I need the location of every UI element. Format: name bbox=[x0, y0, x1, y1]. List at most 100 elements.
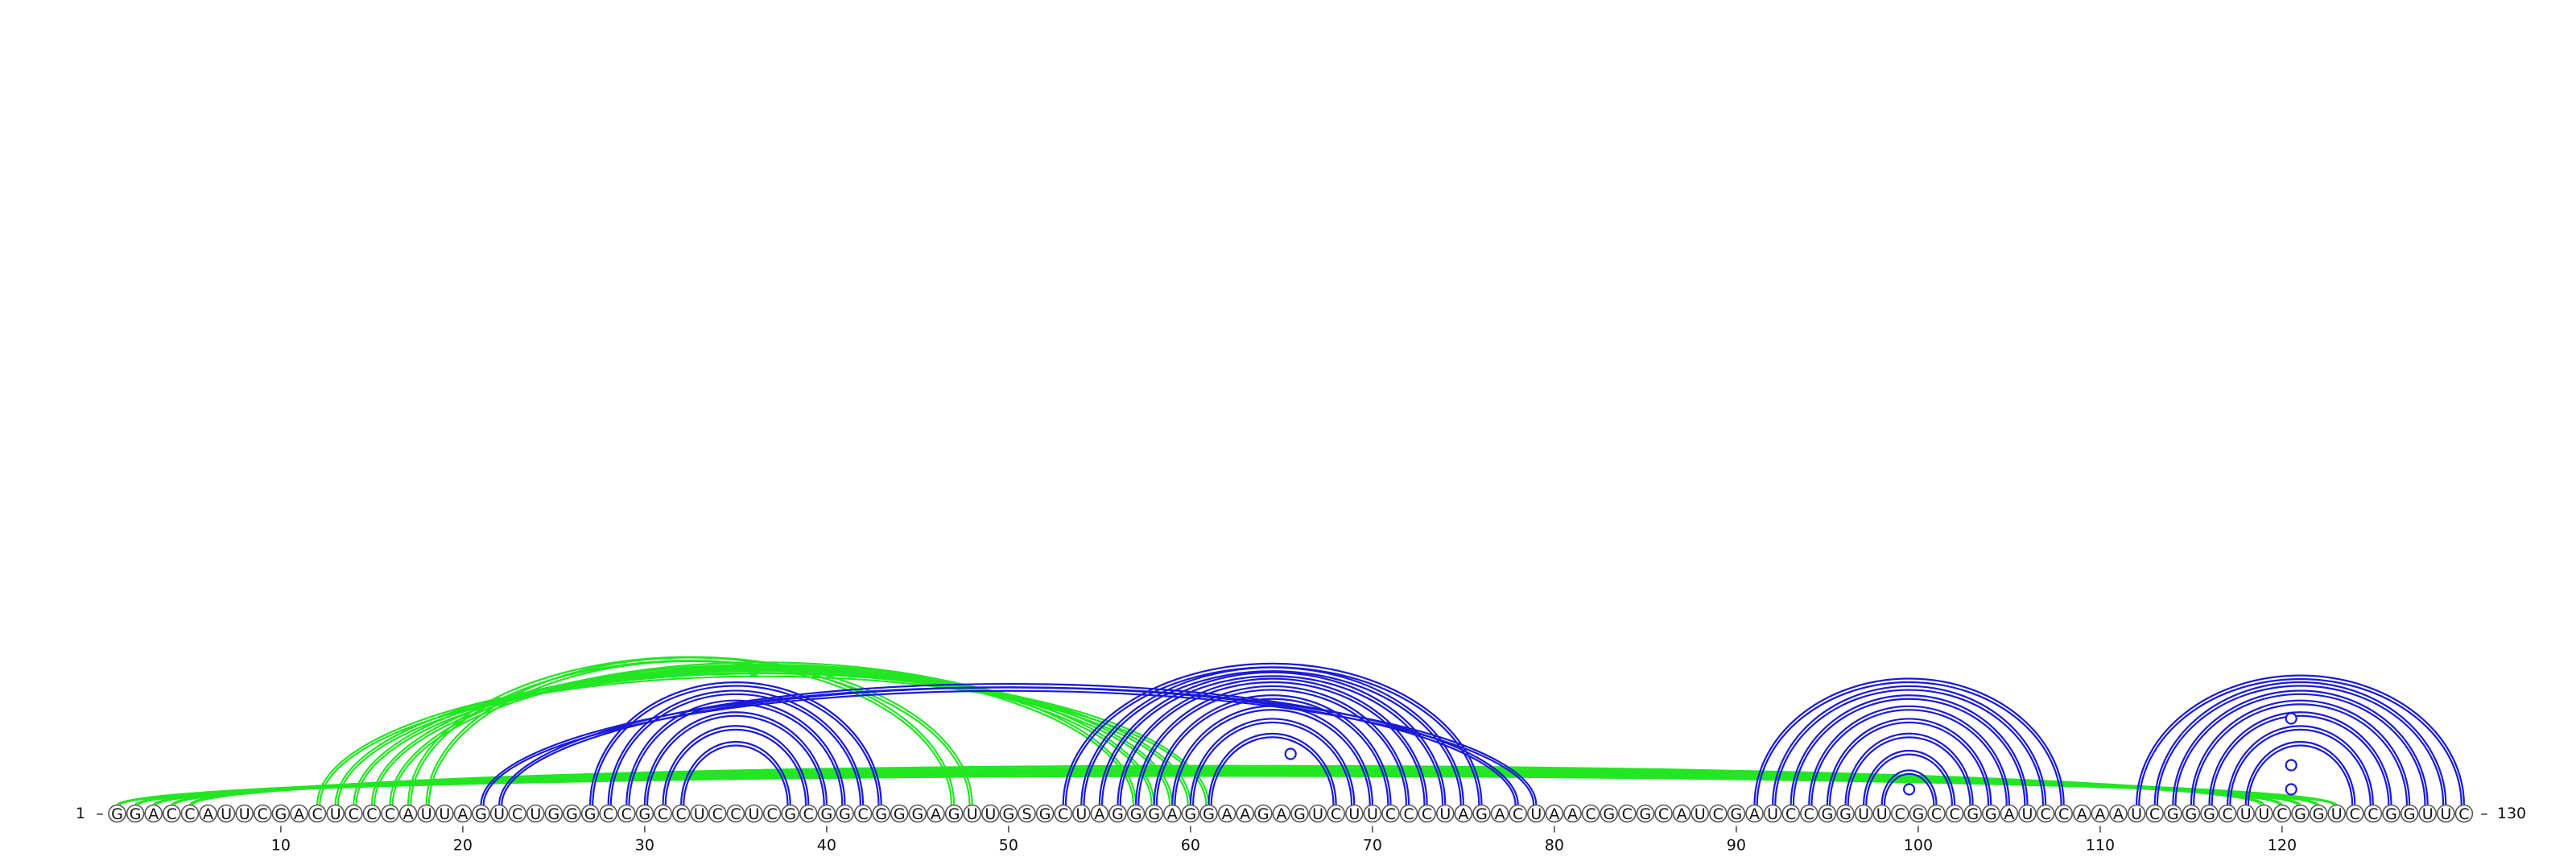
nucleotide-circle bbox=[508, 804, 527, 823]
position-axis: 10 20 30 40 50 60 70 80 90 100 110 120 bbox=[271, 826, 2297, 855]
nucleotide-circle bbox=[1436, 804, 1455, 823]
nucleotide-circle bbox=[1891, 804, 1909, 823]
nucleotide-letter: C bbox=[1385, 805, 1396, 823]
nucleotide-circle bbox=[580, 804, 600, 823]
nucleotide-circle bbox=[762, 804, 782, 823]
nucleotide-letter: C bbox=[512, 805, 522, 823]
nucleotide-letter: C bbox=[2222, 805, 2232, 823]
blue-pair-arc-91-108 bbox=[1753, 677, 2065, 806]
blue-pair-arc-27-43 bbox=[589, 681, 882, 806]
blue-pair-arc-115-127 bbox=[2190, 699, 2411, 806]
green-pair-arc-13-60 bbox=[334, 669, 1191, 806]
nucleotide-letter: A bbox=[1167, 805, 1178, 823]
nucleotide-circle bbox=[2327, 804, 2346, 823]
nucleotide-circle bbox=[1018, 804, 1036, 823]
blue-pair-arc-53-76 bbox=[1062, 662, 1483, 806]
blue-pair-arc-inner-98-101 bbox=[1883, 772, 1935, 806]
nucleotide-circle bbox=[2418, 804, 2437, 823]
nucleotide-letter: U bbox=[2131, 805, 2142, 823]
nucleotide-letter: G bbox=[1985, 805, 1997, 823]
nucleotide-letter: C bbox=[1622, 805, 1633, 823]
nucleotide-circle bbox=[1454, 804, 1473, 823]
nucleotide-circle bbox=[2036, 804, 2055, 823]
nucleotide-letter: G bbox=[1185, 805, 1197, 823]
nucleotide-circle bbox=[2400, 804, 2419, 823]
nucleotide-letter: G bbox=[784, 805, 796, 823]
nucleotide-circle bbox=[2309, 804, 2328, 823]
nucleotide-letter: G bbox=[1203, 805, 1215, 823]
nucleotide-letter: C bbox=[258, 805, 268, 823]
nucleotide-circle bbox=[1363, 804, 1382, 823]
nucleotide-letter: A bbox=[1458, 805, 1468, 823]
nucleotide-circle bbox=[2346, 804, 2364, 823]
nucleotide-letter: G bbox=[1640, 805, 1652, 823]
nucleotide-circle bbox=[1818, 804, 1837, 823]
nucleotide-circle bbox=[1399, 804, 1418, 823]
nucleotide-letter: G bbox=[875, 805, 887, 823]
green-pair-arc-inner-13-60 bbox=[336, 673, 1189, 806]
nucleotide-circle bbox=[180, 804, 200, 823]
nucleotide-circle bbox=[617, 804, 636, 823]
nucleotide-letter: U bbox=[2331, 805, 2343, 823]
nucleotide-letter: A bbox=[2095, 805, 2105, 823]
nucleotide-circle bbox=[2437, 804, 2455, 823]
nucleotide-circle bbox=[927, 804, 945, 823]
nucleotide-letter: C bbox=[621, 805, 632, 823]
tick-label: 70 bbox=[1363, 837, 1382, 855]
nucleotide-letter: U bbox=[985, 805, 996, 823]
blue-pair-arc-118-124 bbox=[2244, 740, 2356, 806]
nucleotide-circle bbox=[2054, 804, 2073, 823]
blue-pair-arc-inner-58-71 bbox=[1155, 698, 1389, 806]
nucleotide-letter: A bbox=[294, 805, 304, 823]
blue-pair-arc-22-78 bbox=[498, 682, 1519, 806]
nucleotide-circle bbox=[2218, 804, 2237, 823]
blue-pair-arc-61-68 bbox=[1208, 732, 1337, 806]
blue-pair-arc-inner-117-125 bbox=[2229, 728, 2372, 806]
nucleotide-letter: C bbox=[730, 805, 741, 823]
blue-pair-arc-inner-97-102 bbox=[1865, 753, 1953, 806]
nucleotide-circle bbox=[1545, 804, 1564, 823]
blue-pair-arc-60-69 bbox=[1189, 718, 1356, 806]
nucleotide-circle bbox=[217, 804, 236, 823]
nucleotide-circle bbox=[1636, 804, 1655, 823]
blue-pair-arc-inner-21-79 bbox=[482, 689, 1535, 806]
nucleotide-circle bbox=[2000, 804, 2019, 823]
nucleotide-circle bbox=[1836, 804, 1855, 823]
nucleotide-letter: G bbox=[1148, 805, 1160, 823]
nucleotide-letter: C bbox=[2458, 805, 2469, 823]
nucleotide-circle bbox=[944, 804, 964, 823]
nucleotide-letter: C bbox=[1931, 805, 1942, 823]
nucleotide-letter: C bbox=[1949, 805, 1959, 823]
nucleotide-letter: A bbox=[2113, 805, 2124, 823]
nucleotide-circle bbox=[544, 804, 564, 823]
nucleotide-circle bbox=[1854, 804, 1873, 823]
nucleotide-letter: U bbox=[439, 805, 450, 823]
nucleotide-circle bbox=[1654, 804, 1673, 823]
blue-pair-arc-56-73 bbox=[1117, 677, 1428, 806]
nucleotide-letter: G bbox=[111, 805, 123, 823]
tick-label: 60 bbox=[1181, 837, 1200, 855]
nucleotide-circle bbox=[1909, 804, 1928, 823]
nucleotide-letter: U bbox=[1876, 805, 1888, 823]
nucleotide-circle bbox=[1709, 804, 1728, 823]
nucleotide-letter: G bbox=[2385, 805, 2397, 823]
hairpin-loop-marker bbox=[1284, 747, 1297, 760]
nucleotide-circle bbox=[453, 804, 473, 823]
nucleotide-circle bbox=[1672, 804, 1691, 823]
blue-pair-arc-inner-93-106 bbox=[1792, 698, 2026, 806]
nucleotide-circle bbox=[344, 804, 363, 823]
nucleotide-letter: A bbox=[1495, 805, 1505, 823]
nucleotide-circle bbox=[489, 804, 509, 823]
blue-pair-arc-92-107 bbox=[1772, 685, 2047, 806]
blue-pair-arc-inner-91-108 bbox=[1756, 681, 2062, 806]
nucleotide-circle bbox=[2363, 804, 2383, 823]
hairpin-loop-marker bbox=[2285, 783, 2297, 796]
nucleotide-letter: G bbox=[821, 805, 833, 823]
blue-pair-arc-98-101 bbox=[1880, 769, 1938, 806]
nucleotide-letter: G bbox=[130, 805, 142, 823]
nucleotide-circle bbox=[1163, 804, 1182, 823]
nucleotide-letter: U bbox=[749, 805, 760, 823]
green-pair-arc-1-123 bbox=[116, 771, 2338, 806]
nucleotide-letter: G bbox=[2404, 805, 2416, 823]
